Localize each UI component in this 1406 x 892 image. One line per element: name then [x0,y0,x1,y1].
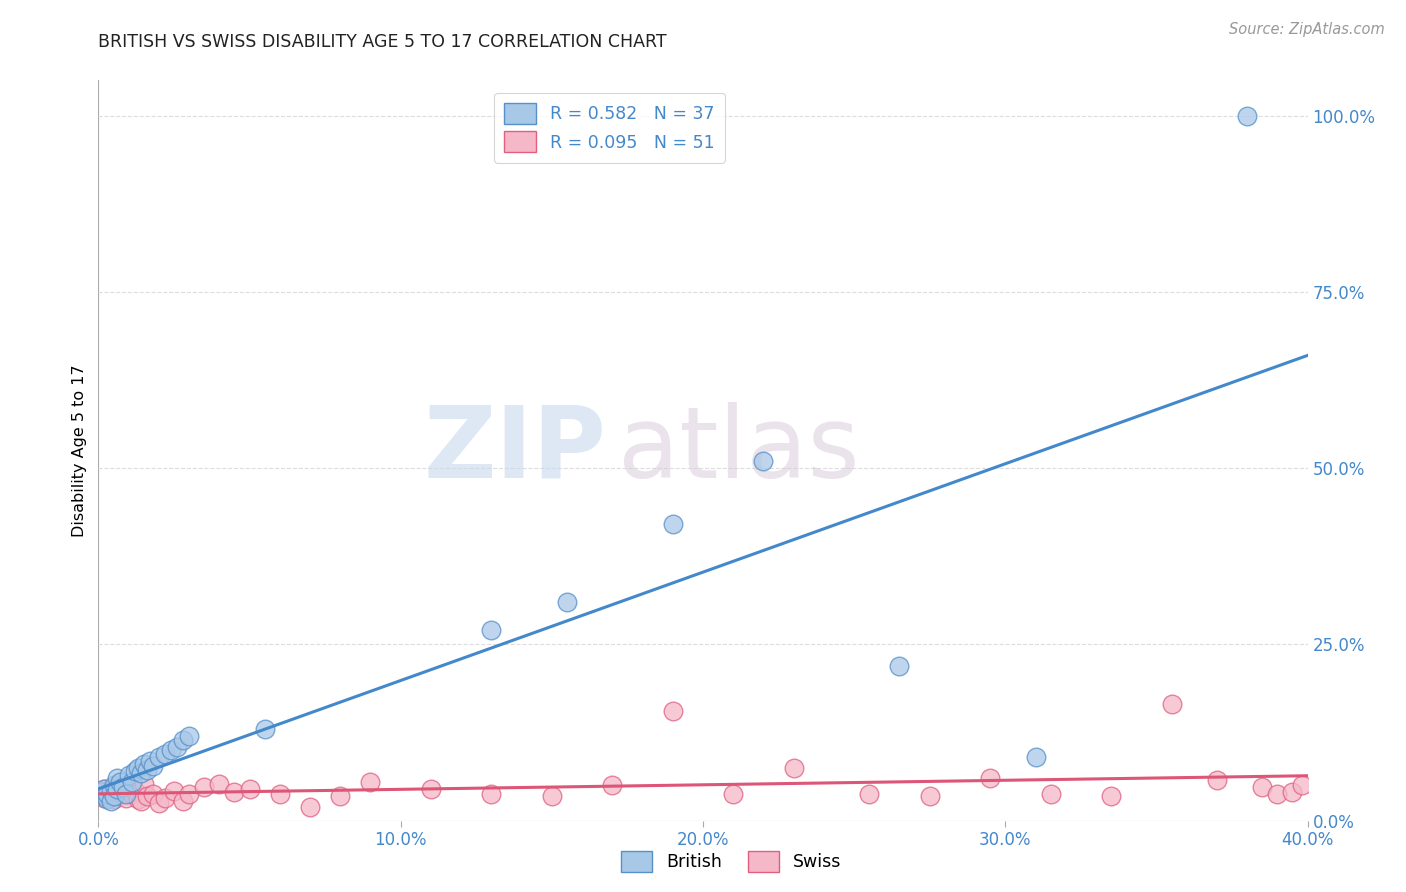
Point [253,722,276,736]
Point [105,789,128,803]
Point [135,789,157,803]
Point [239,781,262,796]
Point [555,595,578,609]
Point [129,765,152,780]
Point [148,750,170,764]
Point [1236,109,1258,123]
Point [100,794,122,808]
Point [103,778,125,792]
Point [1160,698,1182,712]
Point [153,791,176,805]
Point [661,704,683,718]
Point [979,772,1001,786]
Point [1099,789,1122,803]
Text: BRITISH VS SWISS DISABILITY AGE 5 TO 17 CORRELATION CHART: BRITISH VS SWISS DISABILITY AGE 5 TO 17 … [98,33,666,51]
Point [129,794,152,808]
Point [139,754,162,768]
Point [193,780,215,794]
Point [299,799,322,814]
Point [108,775,131,789]
Point [661,517,683,532]
Point [148,796,170,810]
Point [114,787,136,801]
Point [1039,787,1062,801]
Point [90,785,112,799]
Point [889,658,911,673]
Point [1291,778,1313,792]
Point [96,789,118,803]
Point [124,764,146,779]
Point [135,763,157,777]
Point [114,791,136,805]
Point [103,792,125,806]
Point [100,784,122,798]
Point [172,794,194,808]
Text: atlas: atlas [619,402,860,499]
Y-axis label: Disability Age 5 to 17: Disability Age 5 to 17 [72,364,87,537]
Point [166,739,188,754]
Point [96,787,118,801]
Point [93,789,115,803]
Point [96,792,118,806]
Point [160,743,183,757]
Point [224,785,246,799]
Point [118,781,141,796]
Point [105,772,128,786]
Point [179,787,201,801]
Point [420,781,443,796]
Point [1206,772,1229,787]
Point [179,729,201,743]
Point [918,789,941,803]
Point [105,781,128,796]
Point [93,781,115,796]
Point [723,787,745,801]
Point [360,775,382,789]
Legend: British, Swiss: British, Swiss [614,844,848,879]
Point [269,787,291,801]
Point [90,785,112,799]
Point [127,761,149,775]
Point [858,787,880,801]
Point [121,787,143,801]
Point [602,778,624,792]
Point [111,780,134,794]
Text: Source: ZipAtlas.com: Source: ZipAtlas.com [1229,22,1385,37]
Point [163,784,186,798]
Point [783,761,806,775]
Point [481,787,503,801]
Point [172,732,194,747]
Point [103,789,125,803]
Legend: R = 0.582   N = 37, R = 0.095   N = 51: R = 0.582 N = 37, R = 0.095 N = 51 [494,93,724,163]
Point [111,787,134,801]
Point [142,787,165,801]
Point [153,747,176,761]
Point [96,784,118,798]
Point [132,757,155,772]
Point [121,775,143,789]
Point [124,784,146,798]
Point [752,454,775,468]
Text: ZIP: ZIP [423,402,606,499]
Point [481,624,503,638]
Point [118,768,141,782]
Point [93,781,115,796]
Point [108,784,131,798]
Point [1251,780,1274,794]
Point [1281,785,1303,799]
Point [100,787,122,801]
Point [329,789,352,803]
Point [93,791,115,805]
Point [208,777,231,791]
Point [1267,787,1289,801]
Point [132,777,155,791]
Point [103,780,125,794]
Point [127,792,149,806]
Point [142,758,165,772]
Point [1024,750,1046,764]
Point [540,789,562,803]
